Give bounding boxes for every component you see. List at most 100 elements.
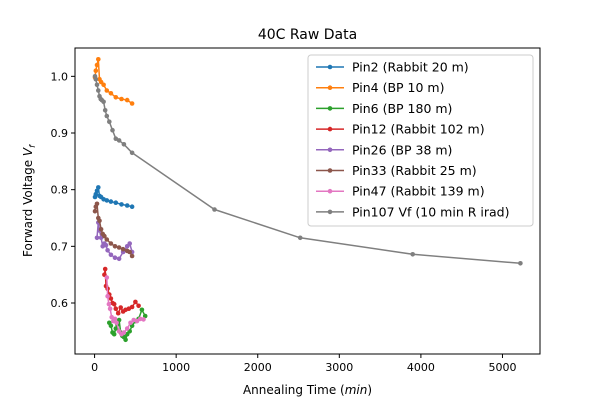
data-point <box>129 150 135 156</box>
x-tick-label: 4000 <box>407 361 435 374</box>
data-point <box>104 198 110 203</box>
plot-layer <box>92 57 523 343</box>
data-point <box>133 299 138 305</box>
y-tick-label: 0.6 <box>51 297 69 310</box>
series-1 <box>92 185 135 209</box>
data-point <box>102 108 108 113</box>
data-point <box>94 235 100 241</box>
legend-swatch-marker <box>327 188 333 194</box>
chart-title: 40C Raw Data <box>258 27 357 43</box>
data-point <box>114 320 119 326</box>
series-2 <box>92 57 135 106</box>
data-point <box>123 337 128 343</box>
data-point <box>101 82 106 88</box>
x-tick-label: 0 <box>91 361 98 374</box>
data-point <box>111 331 117 337</box>
data-point <box>112 244 118 249</box>
y-axis-label: Forward Voltage Vf <box>21 144 37 257</box>
x-tick-label: 5000 <box>488 361 516 374</box>
data-point <box>124 326 130 331</box>
legend-swatch-marker <box>327 64 333 70</box>
data-point <box>142 313 148 319</box>
data-point <box>113 200 119 205</box>
x-axis-label: Annealing Time (min) <box>243 383 372 397</box>
legend-item: Pin6 (BP 180 m) <box>316 101 452 116</box>
data-point <box>113 306 119 312</box>
x-tick-label: 2000 <box>244 361 272 374</box>
legend-label: Pin6 (BP 180 m) <box>352 101 452 116</box>
data-point <box>297 235 303 241</box>
data-point <box>127 249 132 255</box>
data-point <box>108 199 114 204</box>
legend-label: Pin4 (BP 10 m) <box>352 80 444 95</box>
y-tick-label: 0.8 <box>51 184 69 197</box>
legend-item: Pin47 (Rabbit 139 m) <box>316 184 485 199</box>
data-point <box>139 307 145 313</box>
legend-swatch-marker <box>327 85 333 90</box>
data-point <box>98 227 104 232</box>
data-point <box>116 245 122 250</box>
series-8 <box>92 74 523 266</box>
y-tick-label: 1.0 <box>51 70 69 83</box>
data-point <box>108 91 114 96</box>
series-7 <box>104 275 146 337</box>
legend: Pin2 (Rabbit 20 m) Pin4 (BP 10 m) Pin6 (BP… <box>307 54 534 227</box>
data-point <box>119 96 124 102</box>
legend-items: Pin2 (Rabbit 20 m) Pin4 (BP 10 m) Pin6 (BP… <box>316 60 509 219</box>
y-tick-label: 0.7 <box>51 240 69 253</box>
data-point <box>128 320 133 326</box>
legend-item: Pin2 (Rabbit 20 m) <box>316 60 469 75</box>
x-tick-label: 1000 <box>162 361 190 374</box>
data-point <box>102 233 107 239</box>
series-5 <box>94 220 135 262</box>
data-point <box>108 241 114 246</box>
legend-swatch-marker <box>327 168 333 173</box>
data-point <box>104 275 110 280</box>
data-point <box>116 138 122 143</box>
data-point <box>136 303 141 309</box>
x-tick-label: 3000 <box>325 361 353 374</box>
series-6 <box>92 201 135 259</box>
data-point <box>107 119 112 124</box>
data-point <box>124 97 130 103</box>
data-point <box>116 256 122 262</box>
data-point <box>121 330 127 335</box>
data-point <box>118 305 123 310</box>
data-point <box>112 316 118 322</box>
data-point <box>102 266 108 272</box>
data-point <box>94 62 100 68</box>
data-point <box>108 252 114 258</box>
legend-box <box>307 54 534 227</box>
legend-label: Pin33 (Rabbit 25 m) <box>352 163 477 178</box>
data-point <box>96 88 101 93</box>
legend-item: Pin4 (BP 10 m) <box>316 80 444 95</box>
legend-swatch-marker <box>327 126 333 132</box>
data-point <box>129 253 135 259</box>
data-point <box>105 293 110 299</box>
data-point <box>103 242 109 248</box>
data-point <box>518 261 523 266</box>
data-point <box>94 82 100 88</box>
legend-item: Pin107 Vf (10 min R irad) <box>316 204 509 219</box>
legend-label: Pin12 (Rabbit 102 m) <box>352 122 485 137</box>
legend-item: Pin33 (Rabbit 25 m) <box>316 163 477 178</box>
data-point <box>96 185 101 190</box>
data-point <box>124 203 130 208</box>
data-point <box>134 318 140 324</box>
legend-swatch-marker <box>327 147 333 153</box>
data-point <box>93 68 99 73</box>
data-point <box>106 301 112 307</box>
data-point <box>110 127 115 133</box>
data-point <box>97 218 102 224</box>
data-point <box>112 255 118 260</box>
data-point <box>121 142 127 147</box>
ticks-layer: 0 1000 2000 3000 4000 5000 0.6 0.7 0.8 0.9 1.0 <box>51 70 517 374</box>
data-point <box>120 246 126 252</box>
legend-swatch-marker <box>327 106 333 111</box>
data-point <box>129 101 135 106</box>
data-point <box>129 204 135 209</box>
data-point <box>410 252 416 257</box>
data-point <box>108 323 114 329</box>
data-point <box>104 113 110 119</box>
data-point <box>129 304 135 310</box>
